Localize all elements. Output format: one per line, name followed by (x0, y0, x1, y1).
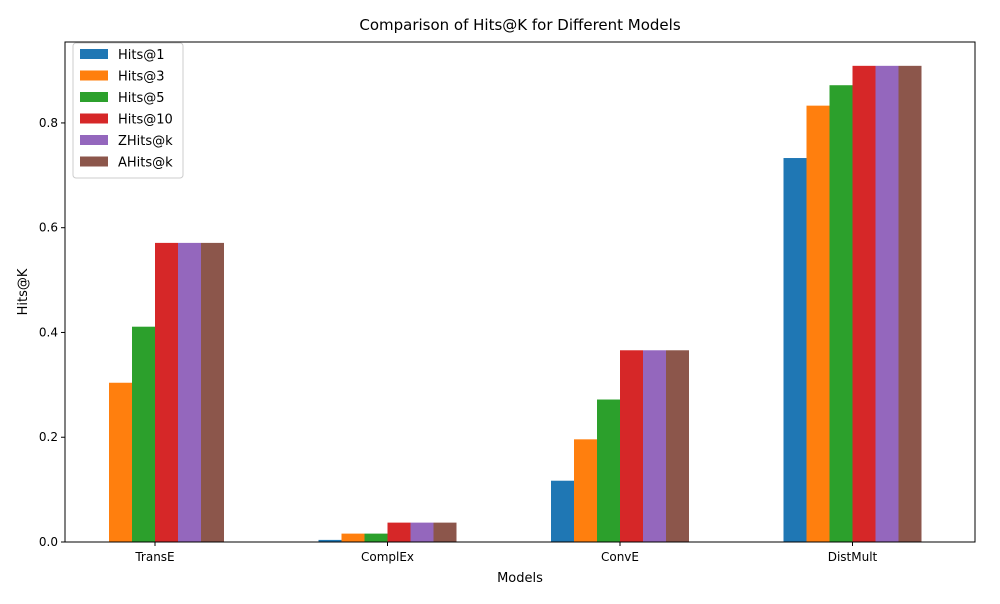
y-tick-label: 0.6 (39, 221, 58, 235)
legend-label: Hits@1 (118, 48, 165, 63)
bar-conve-hits3 (574, 439, 597, 542)
bar-complex-ahitsk (433, 522, 457, 542)
legend-label: Hits@3 (118, 70, 165, 85)
bar-conve-hits5 (597, 399, 620, 542)
legend: Hits@1 Hits@3 Hits@5 Hits@10 ZHits@k AHits@k (72, 42, 184, 179)
bar-transe-hits3 (109, 382, 132, 542)
legend-swatch (80, 70, 108, 81)
legend-label: Hits@10 (118, 113, 173, 128)
bar-distmult-ahitsk (898, 65, 922, 542)
bar-complex-hits3 (341, 533, 365, 542)
x-tick-label: TransE (134, 550, 174, 564)
legend-swatch (80, 49, 108, 59)
bar-complex-hits1 (318, 539, 342, 542)
x-tick-label: DistMult (828, 550, 878, 564)
bar-conve-ahitsk (666, 350, 689, 542)
bar-transe-hits10 (155, 242, 178, 542)
bars-layer (109, 65, 922, 543)
x-axis-label: Models (497, 571, 543, 586)
y-axis-label: Hits@K (16, 268, 31, 315)
x-tick-label: ComplEx (361, 550, 414, 564)
bar-conve-hits1 (551, 480, 574, 542)
y-tick-label: 0.2 (39, 430, 58, 444)
bar-conve-zhitsk (643, 350, 666, 542)
bar-complex-zhitsk (410, 522, 434, 542)
bar-conve-hits10 (620, 350, 643, 542)
y-tick-label: 0.4 (39, 325, 58, 339)
plot-frame (64, 41, 976, 543)
bar-distmult-zhitsk (875, 65, 899, 542)
x-axis: TransE ComplEx ConvE DistMult (134, 542, 878, 564)
legend-swatch (80, 92, 108, 102)
y-tick-label: 0.8 (39, 116, 58, 130)
chart-title: Comparison of Hits@K for Different Model… (359, 16, 680, 34)
y-tick-label: 0.0 (39, 535, 58, 549)
legend-label: Hits@5 (118, 91, 165, 106)
bar-transe-zhitsk (178, 242, 201, 542)
bar-distmult-hits5 (829, 85, 853, 542)
bar-complex-hits5 (364, 533, 388, 542)
bar-transe-ahitsk (201, 242, 224, 542)
bar-distmult-hits1 (783, 158, 807, 542)
legend-label: ZHits@k (118, 134, 173, 149)
legend-swatch (80, 135, 108, 145)
x-tick-label: ConvE (601, 550, 639, 564)
bar-transe-hits5 (132, 326, 155, 542)
legend-swatch (80, 156, 108, 167)
bar-distmult-hits3 (806, 105, 830, 543)
bar-distmult-hits10 (852, 65, 876, 542)
legend-label: AHits@k (118, 156, 173, 171)
legend-swatch (80, 113, 108, 124)
bar-complex-hits10 (387, 522, 411, 542)
y-axis: 0.0 0.2 0.4 0.6 0.8 (39, 116, 65, 549)
